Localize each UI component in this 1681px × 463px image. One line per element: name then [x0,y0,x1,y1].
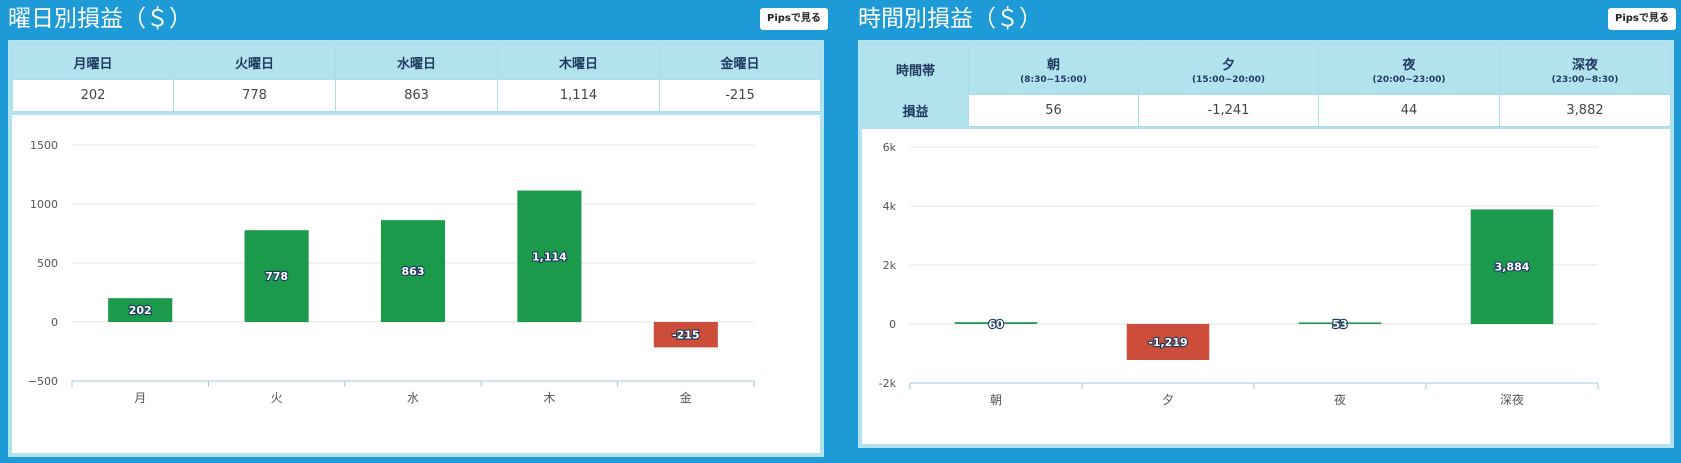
time-slot-range: (15:00~20:00) [1191,75,1266,85]
bar[interactable] [1126,324,1210,360]
bar-data-label: 202 [129,304,152,317]
y-tick-label: 500 [37,257,58,270]
x-category-label: 火 [271,391,283,405]
x-category-label: 木 [543,391,555,405]
time-slot-name: 深夜 [1571,58,1598,73]
bar[interactable] [108,298,173,322]
x-category-label: 水 [407,391,419,405]
time-value-late-night: 3,882 [1499,94,1671,127]
weekday-value-wed: 863 [335,79,498,112]
time-panel-title: 時間別損益（＄） [858,6,1042,32]
weekday-value-fri: -215 [659,79,821,112]
weekday-panel-title: 曜日別損益（＄） [8,6,192,32]
time-slot-morning: 朝 (8:30~15:00) [968,44,1139,95]
time-slot-range: (8:30~15:00) [1020,75,1087,85]
bar-data-label: -215 [672,329,700,342]
bar[interactable] [653,322,718,348]
time-slot-late-night: 深夜 (23:00~8:30) [1499,44,1671,95]
weekday-bar-chart: −500 0 500 1000 1500 202 月 778 火 863 水 1,114 木 -215 金 [28,139,755,405]
bar[interactable] [244,230,309,322]
time-panel: 時間別損益（＄） Pipsで見る 時間帯 朝 (8:30~15:00) 夕 (15:… [850,0,1681,463]
time-slot-range: (20:00~23:00) [1372,75,1446,85]
weekday-header-fri: 金曜日 [659,44,821,80]
x-category-label: 夜 [1334,392,1346,407]
weekday-pips-button[interactable]: Pipsで見る [760,8,828,30]
time-slot-name: 朝 [1046,58,1060,73]
weekday-chart-area: −500 0 500 1000 1500 202 月 778 火 863 水 1,114 木 -215 金 [12,115,820,453]
weekday-header-thu: 木曜日 [497,44,660,80]
bar-data-label: 53 [1332,318,1347,331]
bar-data-label: 778 [265,270,288,283]
weekday-value-thu: 1,114 [497,79,660,112]
x-category-label: 夕 [1162,393,1174,407]
bar[interactable] [517,190,582,322]
time-slot-name: 夕 [1221,58,1235,73]
time-value-morning: 56 [968,94,1139,127]
y-tick-label: 1000 [30,198,58,211]
time-card: 時間帯 朝 (8:30~15:00) 夕 (15:00~20:00) 夜 (20:00… [858,40,1674,448]
y-tick-label: 1500 [30,139,58,152]
time-slot-evening: 夕 (15:00~20:00) [1138,44,1319,95]
bar[interactable] [1298,322,1382,324]
time-pips-button[interactable]: Pipsで見る [1608,8,1676,30]
x-category-label: 深夜 [1500,392,1524,407]
bar-data-label: -1,219 [1148,336,1187,349]
weekday-value-mon: 202 [12,79,174,112]
bar-data-label: 1,114 [532,250,567,263]
x-category-label: 朝 [990,393,1002,407]
time-slot-night: 夜 (20:00~23:00) [1318,44,1500,95]
time-value-evening: -1,241 [1138,94,1319,127]
time-slot-range: (23:00~8:30) [1551,75,1619,85]
y-tick-label: 0 [51,316,58,329]
time-value-night: 44 [1318,94,1500,127]
y-tick-label: -2k [879,377,897,390]
bar-data-label: 863 [402,265,425,278]
bar[interactable] [1470,209,1554,324]
y-tick-label: −500 [28,375,58,388]
y-tick-label: 4k [883,200,897,213]
weekday-header-tue: 火曜日 [173,44,336,80]
y-tick-label: 6k [883,141,897,154]
time-row-header: 時間帯 [862,44,969,95]
y-tick-label: 0 [889,318,896,331]
time-chart-area: -2k 0 2k 4k 6k 60 朝 -1,219 夕 53 夜 3,884 深夜 [862,129,1670,444]
weekday-stats-table: 月曜日 火曜日 水曜日 木曜日 金曜日 202 778 863 1,114 -2… [12,44,821,112]
weekday-panel: 曜日別損益（＄） Pipsで見る 月曜日 火曜日 水曜日 木曜日 金曜日 202… [0,0,830,463]
time-value-label: 損益 [862,94,969,127]
x-category-label: 月 [134,391,146,405]
weekday-header-mon: 月曜日 [12,44,174,80]
bar-data-label: 60 [988,318,1004,331]
weekday-header-wed: 水曜日 [335,44,498,80]
bar[interactable] [954,322,1038,324]
time-stats-table: 時間帯 朝 (8:30~15:00) 夕 (15:00~20:00) 夜 (20:00… [862,44,1671,127]
weekday-card: 月曜日 火曜日 水曜日 木曜日 金曜日 202 778 863 1,114 -2… [8,40,824,457]
time-bar-chart: -2k 0 2k 4k 6k 60 朝 -1,219 夕 53 夜 3,884 深夜 [879,141,1599,407]
bar-data-label: 3,884 [1495,261,1530,274]
weekday-value-tue: 778 [173,79,336,112]
x-category-label: 金 [680,390,692,405]
bar[interactable] [380,220,446,322]
time-slot-name: 夜 [1402,58,1416,73]
y-tick-label: 2k [883,259,897,272]
